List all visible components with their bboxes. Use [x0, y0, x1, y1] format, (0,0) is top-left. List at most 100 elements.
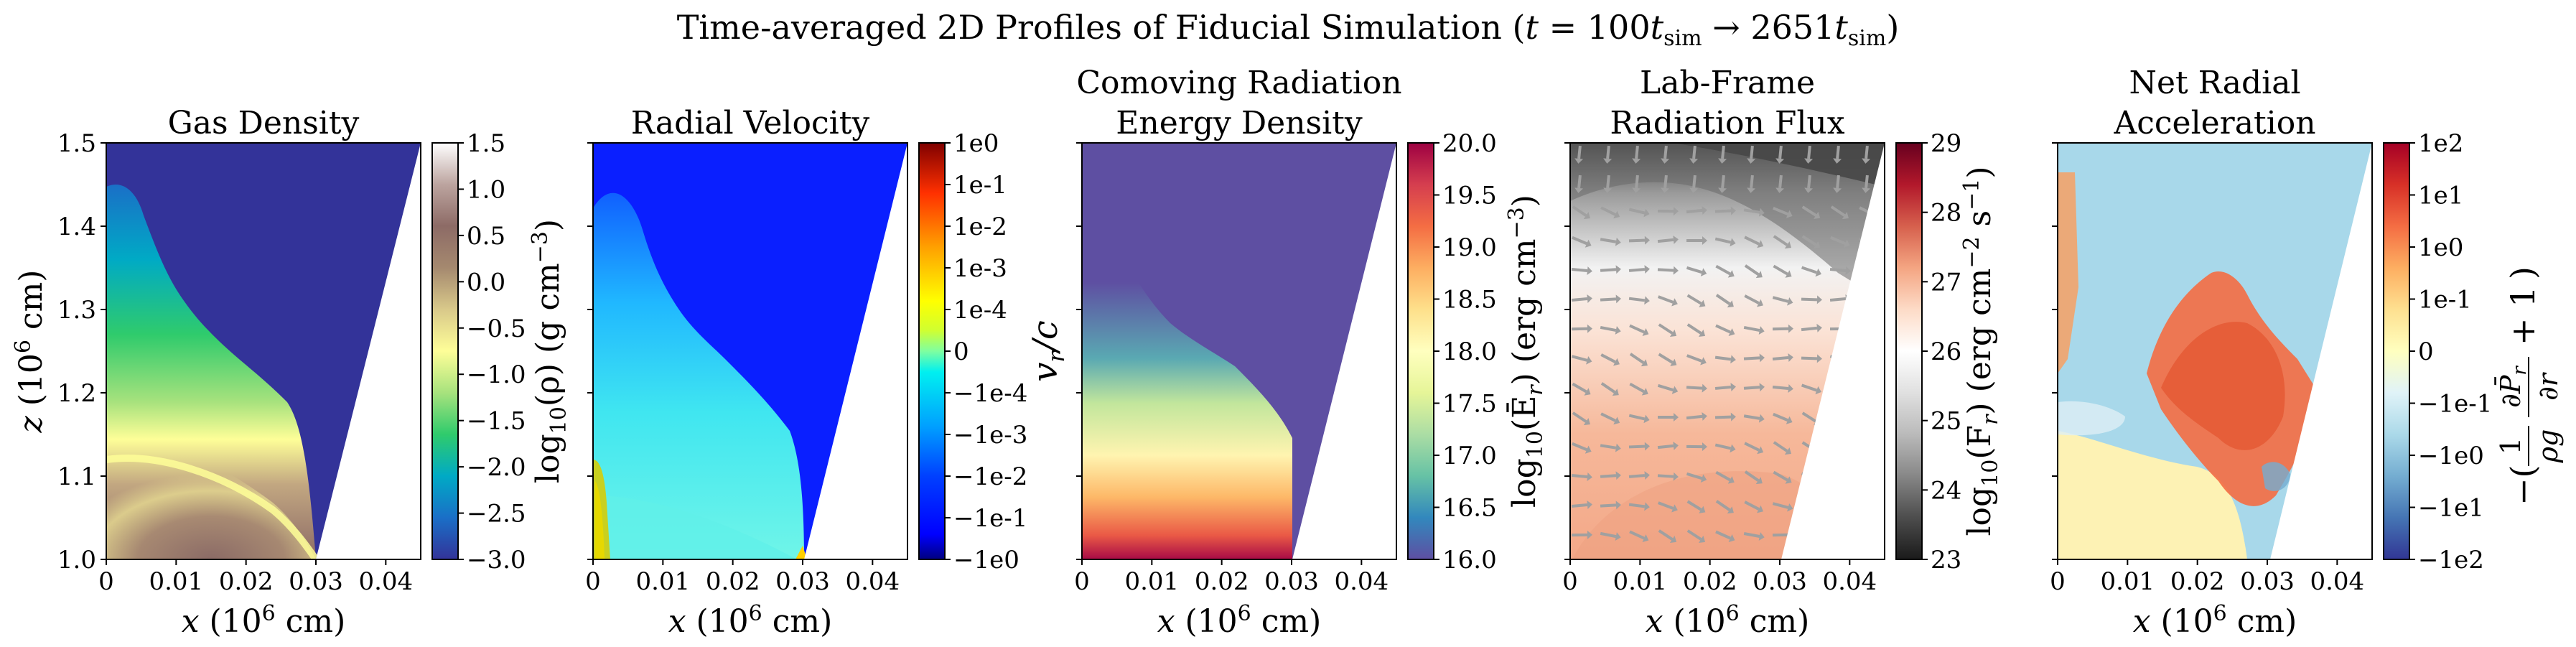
- flux-arrow: [1572, 382, 1591, 396]
- flux-arrow: [1600, 265, 1621, 274]
- comoving-energy-x-ticks: 0 0.01 0.02 0.03 0.04: [1074, 142, 1389, 596]
- comoving-energy-title-line-1: Comoving Radiation: [1076, 65, 1401, 101]
- flux-arrow: [1801, 295, 1822, 304]
- flux-arrow: [1801, 354, 1822, 363]
- gas-density-y-ticks: 1.0 1.1 1.2 1.3 1.4 1.5: [57, 129, 106, 574]
- colorbar-tick-label: 1e0: [2418, 233, 2463, 262]
- net-acceleration-frame: [2057, 142, 2373, 560]
- flux-arrow: [1658, 501, 1678, 513]
- flux-arrow: [1571, 294, 1592, 303]
- flux-arrow: [1772, 353, 1793, 362]
- flux-arrow: [1689, 174, 1699, 193]
- gas-density-title-line-1: Gas Density: [168, 105, 360, 141]
- x-tick-label: 0.02: [2170, 567, 2225, 596]
- flux-arrow: [1600, 325, 1621, 335]
- gas-density-ylabel: z (106 cm): [11, 270, 50, 434]
- colorbar-tick-label: 17.5: [1442, 390, 1497, 419]
- flux-arrow: [1600, 237, 1621, 246]
- flux-arrow: [1743, 414, 1765, 423]
- gas-density-xlabel: x (106 cm): [182, 601, 346, 640]
- colorbar-tick-label: −1e2: [2418, 546, 2484, 574]
- flux-arrow: [1572, 205, 1590, 220]
- flux-arrow: [1628, 236, 1650, 245]
- flux-arrow: [1657, 383, 1679, 394]
- colorbar-tick-label: −1e0: [953, 546, 1019, 574]
- flux-arrow: [1830, 236, 1850, 248]
- colorbar-tick-label: 0: [953, 338, 969, 366]
- flux-arrow: [1658, 353, 1677, 366]
- flux-arrow: [1714, 355, 1736, 364]
- flux-arrow: [1603, 145, 1613, 164]
- gas-density-frame: [106, 142, 421, 560]
- flux-arrow: [1862, 145, 1871, 164]
- colorbar-tick-label: 0: [2418, 338, 2434, 366]
- panel-radial-velocity: Radial Velocity 0 0.01 0.02 0.03 0.04 x (106…: [585, 105, 1070, 640]
- colorbar-tick-label: −1e0: [2418, 442, 2484, 470]
- comoving-energy-heatmap: [1082, 143, 1396, 559]
- flux-arrow: [1773, 412, 1793, 424]
- flux-arrow: [1801, 205, 1821, 219]
- flux-arrow: [1628, 471, 1650, 480]
- flux-arrow: [1829, 266, 1851, 275]
- flux-arrow: [1629, 324, 1649, 336]
- flux-arrow: [1661, 174, 1670, 193]
- comoving-energy-colorbar: [1407, 142, 1434, 560]
- x-tick-label: 0: [1074, 567, 1090, 596]
- accel-label-rho-g: ρg: [2532, 429, 2564, 464]
- flux-arrow: [1572, 236, 1592, 248]
- flux-arrow: [1715, 264, 1735, 278]
- gas-density-colorbar-label: log10(ρ) (g cm−3): [528, 219, 571, 483]
- colorbar-tick-label: 1e0: [953, 129, 999, 158]
- x-tick-label: 0.04: [358, 567, 413, 596]
- x-tick-label: 0: [2050, 567, 2066, 596]
- colorbar-tick-label: 1e-1: [2418, 286, 2472, 315]
- lab-flux-colorbar-label: log10(Fr) (erg cm−2 s−1): [1959, 166, 2003, 536]
- x-tick-label: 0.03: [775, 567, 830, 596]
- flux-arrow: [1830, 205, 1849, 220]
- x-tick-label: 0.03: [2240, 567, 2295, 596]
- colorbar-tick-label: 23: [1931, 546, 1961, 574]
- colorbar-tick-label: 28: [1931, 199, 1961, 228]
- lab-flux-title-line-2: Radiation Flux: [1610, 105, 1844, 141]
- flux-arrow: [1600, 353, 1620, 366]
- x-tick-label: 0.03: [289, 567, 343, 596]
- radial-velocity-x-ticks: 0 0.01 0.02 0.03 0.04: [585, 142, 900, 596]
- lab-flux-x-ticks: 0 0.01 0.02 0.03 0.04: [1562, 142, 1877, 596]
- net-acceleration-colorbar-ticks: 1e2 1e1 1e0 1e-1 0 −1e-1 −1e0 −1e1 −1e2: [2409, 129, 2492, 574]
- flux-arrow: [1772, 384, 1793, 393]
- flux-arrow: [1714, 443, 1736, 453]
- flux-arrow: [1718, 145, 1727, 164]
- flux-arrow: [1801, 383, 1822, 395]
- colorbar-tick-label: 18.0: [1442, 338, 1497, 366]
- panel-net-acceleration: Net Radial Acceleration 0 0.01 0.02 0.03 0.0…: [2050, 65, 2564, 640]
- comoving-energy-xlabel: x (106 cm): [1157, 601, 1322, 640]
- colorbar-tick-label: 1e-1: [953, 171, 1007, 200]
- flux-arrow: [1773, 264, 1792, 278]
- flux-arrow: [1600, 471, 1621, 480]
- flux-arrow: [1686, 472, 1707, 483]
- gas-density-x-ticks: 0 0.01 0.02 0.03 0.04: [98, 559, 413, 596]
- flux-arrow: [1632, 174, 1641, 193]
- x-tick-label: 0.01: [1124, 567, 1179, 596]
- colorbar-tick-label: 19.0: [1442, 233, 1497, 262]
- flux-arrow: [1833, 174, 1842, 193]
- lab-flux-title-line-1: Lab-Frame: [1640, 65, 1815, 101]
- comoving-energy-colorbar-label: log10(Ēr) (erg cm−3): [1504, 195, 1548, 508]
- flux-arrow: [1629, 353, 1648, 367]
- flux-arrow: [1743, 325, 1765, 335]
- flux-arrow: [1689, 145, 1699, 164]
- accel-label-numerator-one: 1: [2495, 437, 2526, 455]
- colorbar-tick-label: 1e1: [2418, 182, 2463, 210]
- panel-lab-flux: Lab-Frame Radiation Flux 0 0.01 0.02 0.03 0.…: [1562, 65, 2003, 640]
- flux-arrow: [1571, 355, 1592, 365]
- net-acceleration-heatmap: [2058, 143, 2372, 559]
- lab-flux-colorbar-ticks: 29 28 27 26 25 24 23: [1922, 129, 1961, 574]
- colorbar-tick-label: 1e-3: [953, 254, 1007, 283]
- flux-arrow: [1686, 236, 1707, 246]
- gas-density-colorbar-ticks: 1.5 1.0 0.5 0.0 −0.5 −1.0 −1.5 −2.0 −2.5 −3.0: [458, 129, 526, 574]
- colorbar-tick-label: 1.0: [467, 175, 505, 204]
- flux-arrow: [1773, 441, 1791, 455]
- flux-arrow: [1600, 501, 1621, 510]
- net-acceleration-x-ticks: 0 0.01 0.02 0.03 0.04: [2050, 142, 2364, 596]
- flux-arrow: [1686, 383, 1707, 393]
